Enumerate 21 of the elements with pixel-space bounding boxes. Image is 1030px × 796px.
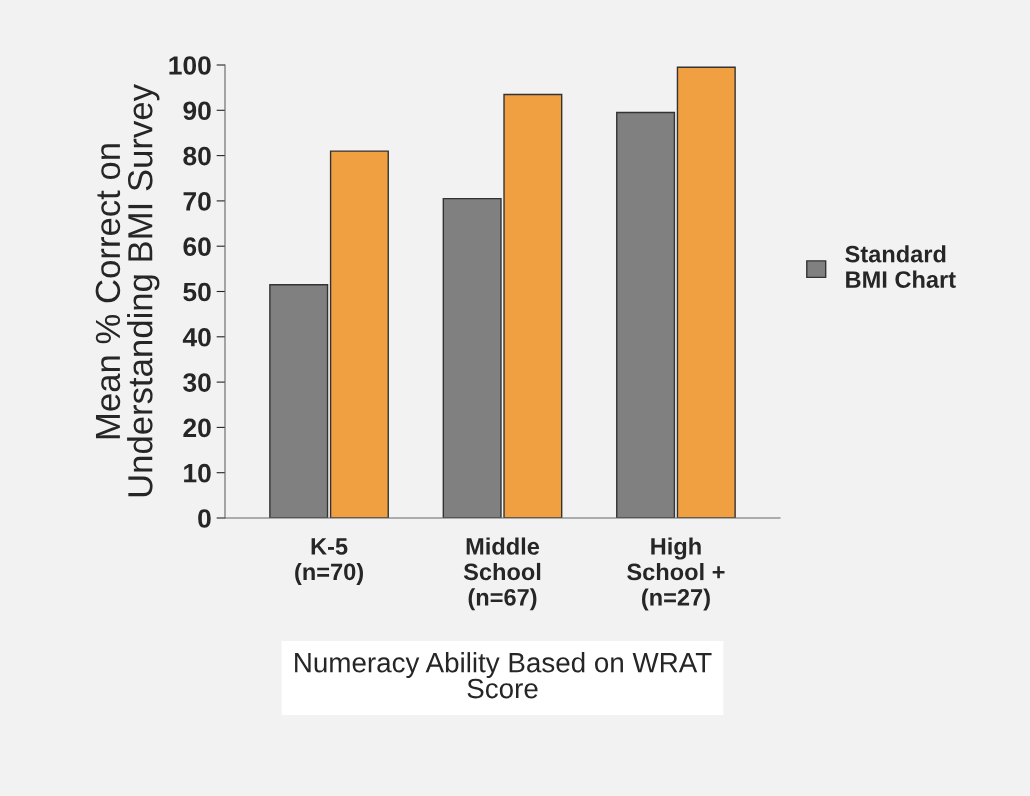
y-tick-label: 90 [183, 101, 211, 121]
y-axis-title: Mean % Correct on Understanding BMI Survey [95, 84, 160, 497]
legend-label: Standard BMI Chart [845, 245, 956, 288]
x-tick-label: High School + (n=27) [627, 537, 725, 611]
y-tick-label: 40 [182, 327, 211, 347]
y-tick-label: 20 [183, 418, 211, 438]
y-tick-label: 80 [183, 146, 211, 166]
y-tick-label: 70 [183, 192, 211, 211]
bar [329, 150, 389, 518]
y-tick-label: 10 [184, 463, 211, 483]
x-axis-title: Numeracy Ability Based on WRAT Score [295, 652, 712, 699]
x-tick-label: K-5 (n=70) [295, 538, 363, 585]
y-tick-label: 30 [183, 373, 211, 392]
x-tick-label: Middle School (n=67) [463, 537, 541, 611]
bar [616, 111, 676, 518]
y-tick-label: 60 [183, 237, 211, 257]
y-tick-label: 50 [183, 282, 211, 302]
y-tick-label: 0 [198, 509, 211, 528]
bar [676, 66, 736, 518]
y-tick-label: 100 [169, 56, 211, 75]
bar [269, 284, 329, 518]
